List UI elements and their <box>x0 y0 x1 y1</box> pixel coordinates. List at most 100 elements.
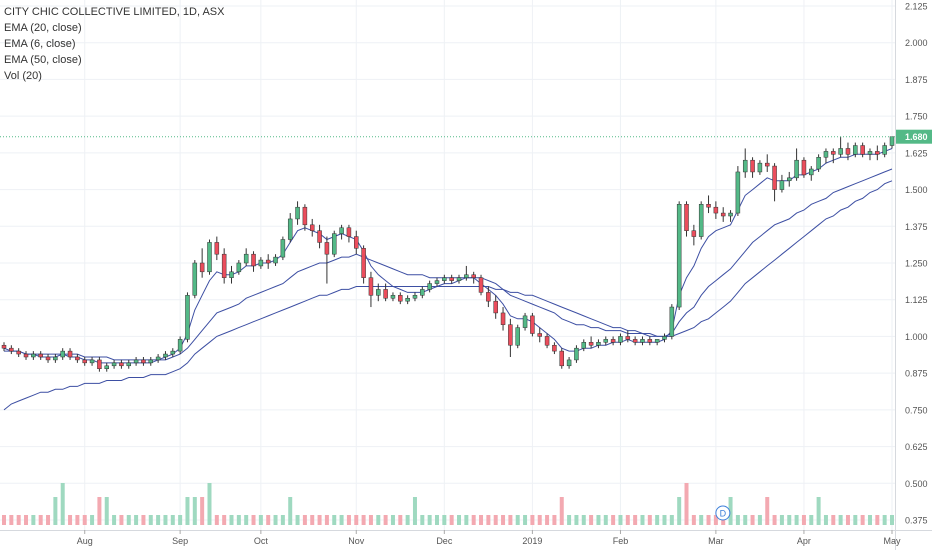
candle-body <box>134 360 138 363</box>
y-tick-label: 0.625 <box>905 442 928 452</box>
volume-bar <box>420 515 424 525</box>
candle <box>9 345 13 354</box>
volume-bar <box>9 515 13 525</box>
candle <box>707 195 711 213</box>
candle <box>648 336 652 345</box>
legend-volume[interactable]: Vol (20) <box>4 68 224 84</box>
candle-body <box>398 295 402 301</box>
candle-body <box>288 219 292 240</box>
volume-bars <box>2 483 894 525</box>
candle-body <box>802 160 806 175</box>
candle-body <box>252 254 256 266</box>
candle <box>868 148 872 160</box>
candle-body <box>149 360 153 363</box>
candle-body <box>817 157 821 169</box>
candle <box>90 357 94 366</box>
y-tick-label: 0.500 <box>905 479 928 489</box>
volume-bar <box>406 515 410 525</box>
candle-body <box>743 160 747 172</box>
candle <box>538 328 542 343</box>
volume-bar <box>662 515 666 525</box>
volume-bar <box>707 515 711 525</box>
candle <box>119 360 123 369</box>
candle <box>362 245 366 283</box>
volume-bar <box>163 515 167 525</box>
candle-body <box>501 313 505 325</box>
volume-bar <box>751 515 755 525</box>
candle-body <box>435 281 439 284</box>
y-tick-label: 1.375 <box>905 222 928 232</box>
price-axis[interactable]: 2.1252.0001.8751.7501.6251.5001.3751.250… <box>896 0 932 550</box>
candle <box>611 336 615 345</box>
volume-bar <box>185 497 189 525</box>
candle <box>340 225 344 240</box>
volume-bar <box>413 497 417 525</box>
candle <box>193 260 197 298</box>
y-tick-label: 1.000 <box>905 332 928 342</box>
candle <box>633 336 637 345</box>
candle-body <box>31 354 35 357</box>
volume-bar <box>266 515 270 525</box>
candle <box>501 307 505 330</box>
volume-bar <box>457 515 461 525</box>
candle-body <box>486 292 490 301</box>
volume-bar <box>384 515 388 525</box>
candle <box>582 339 586 351</box>
volume-bar <box>611 515 615 525</box>
candle-body <box>831 151 835 154</box>
candle-body <box>875 151 879 154</box>
candle-body <box>185 295 189 339</box>
legend-ema-6[interactable]: EMA (6, close) <box>4 36 224 52</box>
volume-bar <box>376 515 380 525</box>
candle <box>354 231 358 254</box>
candle <box>222 248 226 283</box>
volume-bar <box>567 515 571 525</box>
candle <box>442 275 446 284</box>
y-tick-label: 0.750 <box>905 405 928 415</box>
candle <box>662 333 666 342</box>
candle-body <box>721 213 725 216</box>
candle <box>134 357 138 366</box>
candle-body <box>53 357 57 360</box>
candle-body <box>274 257 278 263</box>
candle <box>699 201 703 239</box>
candle-body <box>303 207 307 225</box>
candle-body <box>207 242 211 271</box>
candle <box>809 166 813 181</box>
legend-title[interactable]: CITY CHIC COLLECTIVE LIMITED, 1D, ASX <box>4 4 224 20</box>
candle-body <box>839 148 843 154</box>
candle-body <box>369 278 373 296</box>
candle <box>787 172 791 187</box>
candle <box>472 272 476 284</box>
legend-ema-20[interactable]: EMA (20, close) <box>4 20 224 36</box>
candle-body <box>141 360 145 363</box>
candle <box>839 137 843 158</box>
volume-bar <box>244 515 248 525</box>
candle <box>479 275 483 296</box>
candle-body <box>222 254 226 277</box>
x-tick-label: Apr <box>797 536 811 546</box>
candle-body <box>39 354 43 357</box>
candle <box>318 225 322 248</box>
volume-bar <box>347 515 351 525</box>
candle-body <box>83 360 87 363</box>
legend-ema-50[interactable]: EMA (50, close) <box>4 52 224 68</box>
candle-body <box>736 172 740 213</box>
candle-body <box>464 275 468 278</box>
volume-bar <box>391 515 395 525</box>
volume-bar <box>861 515 865 525</box>
candle <box>802 157 806 178</box>
volume-bar <box>193 497 197 525</box>
volume-bar <box>2 515 6 525</box>
volume-bar <box>875 515 879 525</box>
candle <box>259 257 263 269</box>
volume-bar <box>75 515 79 525</box>
volume-bar <box>596 515 600 525</box>
candle-body <box>384 289 388 298</box>
volume-bar <box>780 515 784 525</box>
volume-bar <box>428 515 432 525</box>
candle-body <box>574 348 578 360</box>
volume-bar <box>648 515 652 525</box>
volume-bar <box>574 515 578 525</box>
